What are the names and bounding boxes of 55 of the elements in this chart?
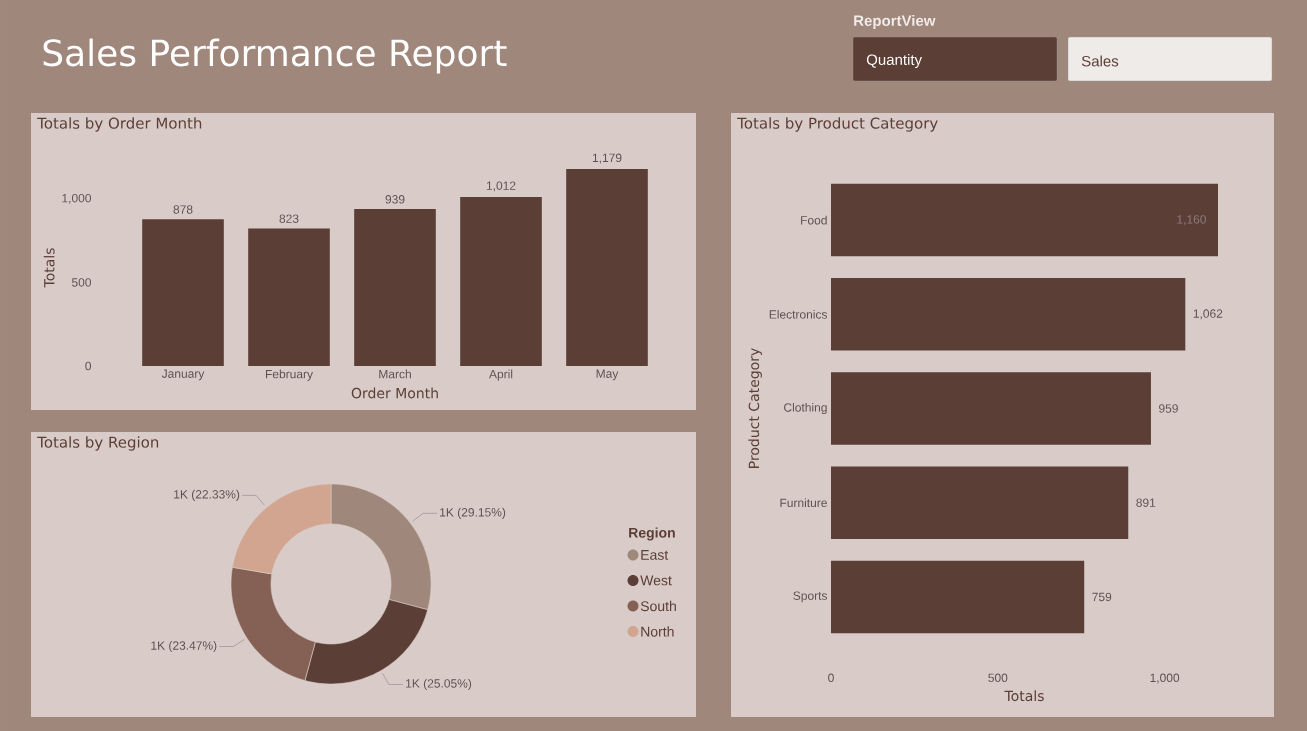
data-label: 1,160 (1177, 215, 1206, 226)
bar (831, 560, 1085, 634)
bar (831, 183, 1218, 257)
y-axis-title: Totals (43, 248, 55, 288)
legend-label: East (641, 550, 669, 560)
data-label: 891 (1136, 498, 1156, 507)
legend-title: ReportView (854, 15, 936, 29)
x-tick-label: April (489, 369, 513, 381)
y-tick-label: Sports (793, 591, 828, 603)
data-label: 1K (25.05%) (406, 678, 472, 691)
bar (460, 196, 542, 366)
bar (831, 278, 1186, 351)
data-label: 1K (23.47%) (151, 640, 217, 653)
y-tick-label: Furniture (780, 498, 827, 508)
data-label: 939 (385, 195, 405, 204)
y-axis-title: Product Category (748, 348, 762, 468)
legend-label: West (640, 575, 672, 586)
chart-title: Totals by Product Category (737, 117, 938, 132)
legend-label: North (641, 626, 674, 637)
bar (354, 209, 436, 366)
y-tick-label: Clothing (784, 402, 827, 415)
y-tick-label: 1,000 (62, 193, 92, 204)
data-label: 1K (29.15%) (440, 507, 506, 519)
chart-title: Totals by Order Month (37, 117, 202, 132)
x-tick-label: January (161, 369, 205, 381)
data-label: 1,062 (1193, 309, 1223, 320)
bar (566, 168, 648, 366)
data-label: 823 (279, 214, 299, 223)
x-tick-label: 1,000 (1150, 673, 1180, 684)
data-label: 878 (173, 205, 193, 214)
legend-label: South (640, 600, 676, 612)
data-label: 1,179 (592, 153, 622, 164)
y-tick-label: 0 (85, 361, 92, 371)
bar (142, 219, 224, 366)
data-label: 959 (1159, 404, 1178, 413)
y-tick-label: Electronics (769, 309, 828, 319)
bar (831, 466, 1129, 539)
x-tick-label: May (596, 369, 619, 381)
data-label: 1,012 (486, 181, 516, 192)
x-tick-label: March (379, 369, 411, 379)
category-label: Sales (1081, 55, 1119, 67)
data-label: 759 (1092, 592, 1112, 602)
text: Sales Performance Report (43, 38, 507, 74)
x-axis-title: Totals (1004, 690, 1044, 702)
y-tick-label: 500 (71, 278, 92, 287)
x-tick-label: 500 (988, 673, 1008, 683)
category-label: Quantity (866, 54, 923, 68)
x-tick-label: February (265, 369, 313, 381)
bar (248, 228, 330, 366)
data-label: 1K (22.33%) (174, 489, 240, 501)
x-axis-title: Order Month (351, 387, 438, 399)
y-tick-label: Food (801, 215, 827, 225)
chart-title: Totals by Region (37, 436, 159, 451)
bar (831, 372, 1151, 445)
legend-title: Region (629, 527, 675, 541)
